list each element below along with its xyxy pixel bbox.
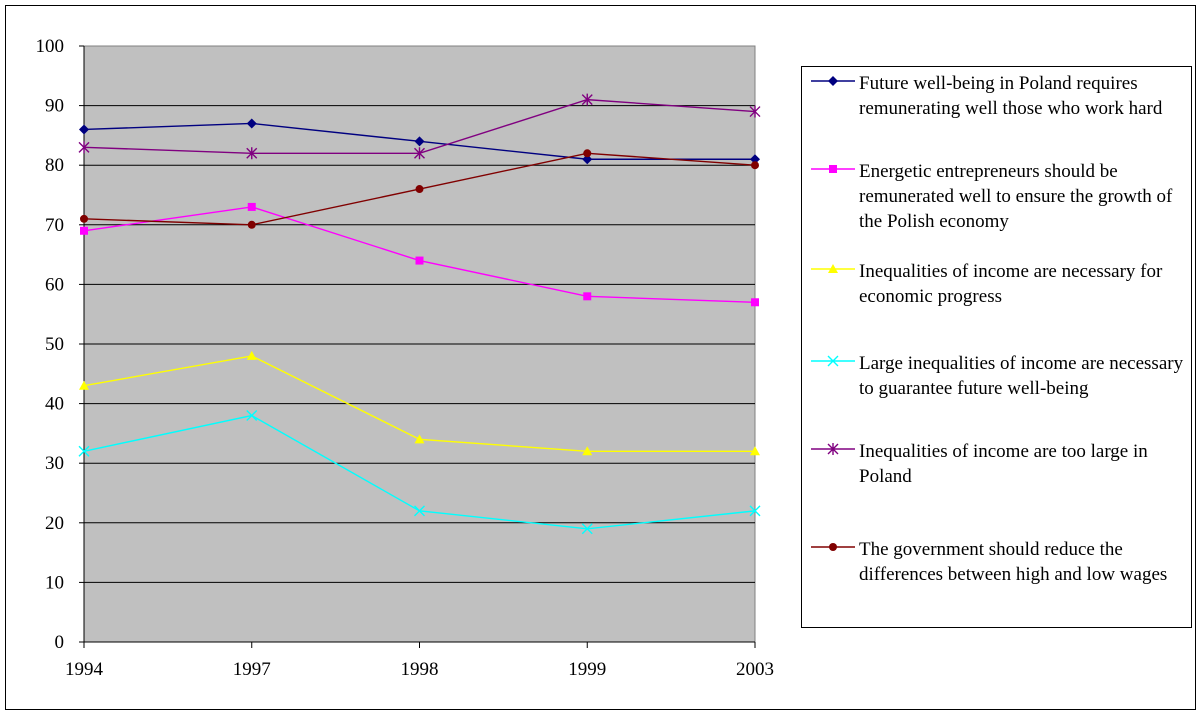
data-point: [414, 147, 425, 160]
data-point: [751, 298, 759, 307]
legend-key-circle-icon: [811, 543, 855, 551]
legend-key-star-icon: [811, 443, 855, 455]
data-point: [79, 124, 89, 135]
data-point: [246, 410, 258, 422]
legend: Future well-being in Poland requires rem…: [801, 66, 1192, 628]
series-1: [79, 118, 760, 165]
series-5: [78, 93, 761, 160]
data-point: [583, 292, 592, 301]
y-tick-label: 0: [55, 632, 65, 653]
y-tick-label: 70: [45, 215, 64, 236]
data-point: [749, 505, 761, 517]
y-tick-label: 100: [36, 36, 65, 57]
y-tick-label: 10: [45, 572, 64, 593]
y-tick-label: 40: [45, 394, 64, 415]
data-point: [749, 105, 761, 118]
x-tick-label: 2003: [736, 659, 774, 680]
y-tick-label: 60: [45, 274, 64, 295]
data-point: [583, 149, 592, 158]
data-point: [415, 256, 424, 265]
y-tick-label: 50: [45, 334, 64, 355]
data-point: [414, 505, 425, 517]
y-tick-label: 90: [45, 96, 64, 117]
y-tick-label: 80: [45, 155, 64, 176]
data-point: [80, 214, 88, 223]
data-point: [246, 118, 257, 129]
data-point: [414, 136, 425, 147]
data-point: [581, 523, 593, 535]
data-point: [247, 220, 256, 229]
gridlines: [84, 105, 755, 583]
legend-label: The government should reduce the differe…: [859, 539, 1168, 585]
series-2: [80, 202, 759, 307]
legend-key-diamond-icon: [811, 76, 855, 86]
data-point: [79, 380, 89, 390]
data-point: [750, 446, 760, 456]
y-tick-label: 20: [45, 513, 64, 534]
data-point: [414, 434, 425, 444]
legend-label: Energetic entrepreneurs should be remune…: [859, 161, 1173, 232]
data-point: [78, 141, 90, 154]
data-point: [247, 202, 256, 211]
series-4: [78, 410, 761, 535]
legend-label: Inequalities of income are too large in …: [859, 441, 1148, 487]
legend-key-triangle-icon: [811, 264, 855, 273]
data-point: [582, 446, 593, 456]
data-point: [246, 350, 257, 360]
series-6: [80, 149, 759, 229]
series-lines: [78, 93, 761, 535]
legend-label: Future well-being in Poland requires rem…: [859, 73, 1163, 119]
series-3: [79, 350, 760, 456]
legend-key-square-icon: [811, 165, 855, 173]
data-point: [80, 226, 88, 235]
y-tick-label: 30: [45, 453, 64, 474]
data-point: [78, 445, 90, 457]
legend-key-x-icon: [811, 355, 855, 367]
legend-label: Inequalities of income are necessary for…: [859, 261, 1163, 307]
data-point: [415, 185, 424, 194]
x-tick-label: 1999: [568, 659, 606, 680]
data-point: [581, 93, 593, 106]
x-tick-label: 1997: [233, 659, 271, 680]
data-point: [751, 161, 759, 170]
data-point: [750, 154, 760, 165]
legend-label: Large inequalities of income are necessa…: [859, 353, 1184, 399]
x-tick-label: 1998: [401, 659, 439, 680]
data-point: [582, 154, 593, 165]
data-point: [246, 147, 258, 160]
x-tick-label: 1994: [65, 659, 104, 680]
